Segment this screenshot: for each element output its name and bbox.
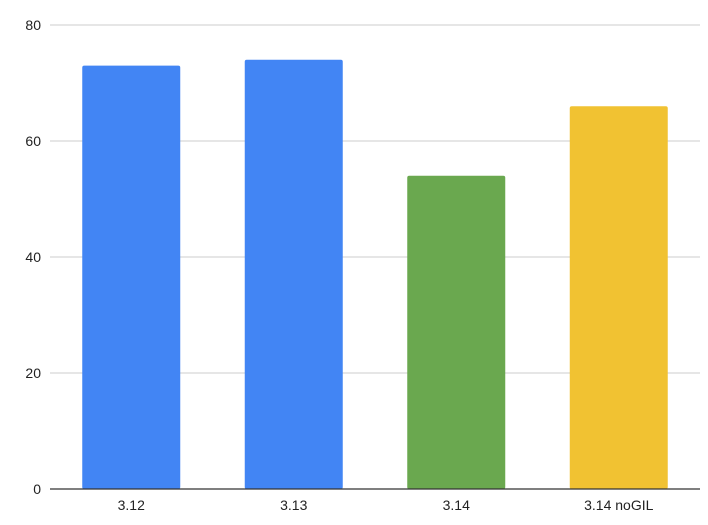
bar-3.12 xyxy=(82,65,181,489)
y-tick-label: 20 xyxy=(25,365,41,381)
y-tick-label: 80 xyxy=(25,17,41,33)
bar-3.14-noGIL xyxy=(569,106,668,489)
y-tick-label: 40 xyxy=(25,249,41,265)
x-tick-labels: 3.12 3.13 3.14 3.14 noGIL xyxy=(118,497,654,513)
x-tick-label: 3.13 xyxy=(280,497,307,513)
y-tick-label: 60 xyxy=(25,133,41,149)
x-tick-label: 3.14 noGIL xyxy=(584,497,653,513)
bar-3.13 xyxy=(244,59,343,490)
x-tick-label: 3.14 xyxy=(443,497,470,513)
y-tick-labels: 0 20 40 60 80 xyxy=(25,17,41,497)
x-tick-label: 3.12 xyxy=(118,497,145,513)
y-tick-label: 0 xyxy=(33,481,41,497)
bar-3.14 xyxy=(407,175,506,490)
bars xyxy=(82,59,668,490)
